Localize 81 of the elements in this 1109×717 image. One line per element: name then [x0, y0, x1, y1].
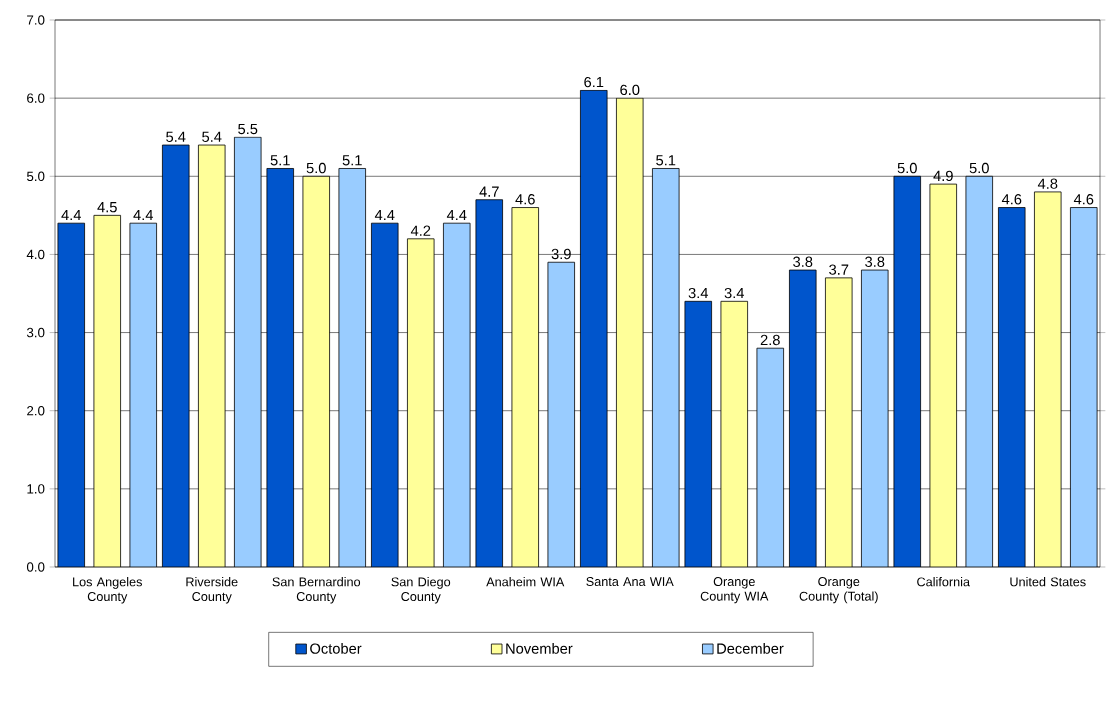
y-tick-label: 1.0: [27, 484, 45, 494]
data-label: 5.0: [306, 162, 326, 174]
data-label: 5.1: [656, 155, 676, 166]
legend-label: November: [506, 643, 573, 654]
data-label: 4.9: [933, 170, 953, 182]
data-label: 4.4: [61, 210, 82, 221]
data-label: 3.4: [724, 287, 745, 299]
bar: [57, 223, 85, 567]
data-label: 4.7: [479, 186, 499, 197]
bar: [371, 223, 399, 567]
bar: [756, 348, 784, 567]
data-label: 3.8: [793, 256, 813, 267]
x-tick-label: Orange County (Total): [799, 577, 878, 604]
data-label: 4.5: [97, 202, 117, 213]
data-label: 2.8: [760, 334, 780, 346]
data-label: 5.1: [342, 155, 362, 166]
data-label: 4.6: [1001, 194, 1022, 205]
bar: [580, 90, 608, 567]
bar: [893, 176, 921, 567]
bar: [407, 238, 435, 567]
bar: [511, 207, 539, 567]
bar: [93, 215, 121, 567]
bar: [720, 301, 748, 567]
x-tick-label: Anaheim WIA: [486, 577, 565, 587]
y-tick-label: 4.0: [26, 249, 45, 260]
bar: [929, 184, 957, 567]
bar: [652, 168, 680, 567]
bar: [1070, 207, 1098, 567]
bar: [234, 137, 262, 567]
x-tick-label: Santa Ana WIA: [586, 577, 674, 587]
bar: [547, 262, 575, 567]
x-tick-label: San Diego County: [391, 577, 451, 604]
y-tick-label: 0.0: [26, 562, 45, 572]
data-label: 4.4: [374, 210, 395, 221]
x-tick-label: San Bernardino County: [272, 577, 361, 604]
data-label: 3.7: [829, 264, 849, 275]
bar: [129, 223, 157, 567]
bar: [998, 207, 1026, 567]
bar: [266, 168, 294, 567]
x-tick-label: Riverside County: [186, 577, 238, 604]
data-label: 4.4: [133, 210, 154, 221]
bar: [789, 270, 817, 567]
data-label: 5.5: [238, 123, 258, 135]
data-label: 6.0: [620, 84, 640, 96]
data-label: 4.6: [515, 194, 535, 205]
bar: [684, 301, 712, 567]
y-tick-label: 2.0: [27, 406, 45, 416]
data-label: 3.8: [865, 256, 885, 267]
x-tick-label: California: [917, 577, 971, 587]
bar: [475, 199, 503, 567]
data-label: 5.0: [969, 162, 989, 174]
bar: [198, 145, 226, 567]
x-tick-label: Orange County WIA: [700, 577, 769, 604]
bar: [162, 145, 190, 567]
data-label: 4.2: [410, 225, 431, 236]
y-tick-label: 6.0: [27, 93, 45, 103]
data-label: 3.4: [688, 287, 709, 299]
data-label: 4.6: [1073, 194, 1094, 205]
bar: [443, 223, 471, 567]
bar: [338, 168, 366, 567]
bar: [861, 270, 889, 567]
data-label: 4.4: [446, 210, 467, 221]
data-label: 5.1: [270, 155, 290, 166]
bar: [965, 176, 993, 567]
data-label: 5.4: [166, 131, 186, 142]
data-label: 4.8: [1037, 178, 1058, 189]
data-label: 3.9: [551, 248, 571, 260]
bar: [825, 277, 853, 567]
bar: [1034, 191, 1062, 567]
y-tick-label: 5.0: [26, 171, 45, 181]
bar: [616, 98, 644, 567]
y-tick-label: 3.0: [26, 327, 45, 338]
legend-label: December: [717, 643, 784, 654]
bar: [302, 176, 330, 567]
x-tick-label: Los Angeles County: [73, 577, 142, 604]
x-tick-label: United States: [1010, 577, 1086, 587]
data-label: 5.0: [897, 162, 917, 174]
data-label: 6.1: [584, 76, 604, 88]
y-tick-label: 7.0: [27, 15, 45, 25]
data-label: 5.4: [202, 131, 222, 142]
legend-label: October: [310, 643, 362, 654]
